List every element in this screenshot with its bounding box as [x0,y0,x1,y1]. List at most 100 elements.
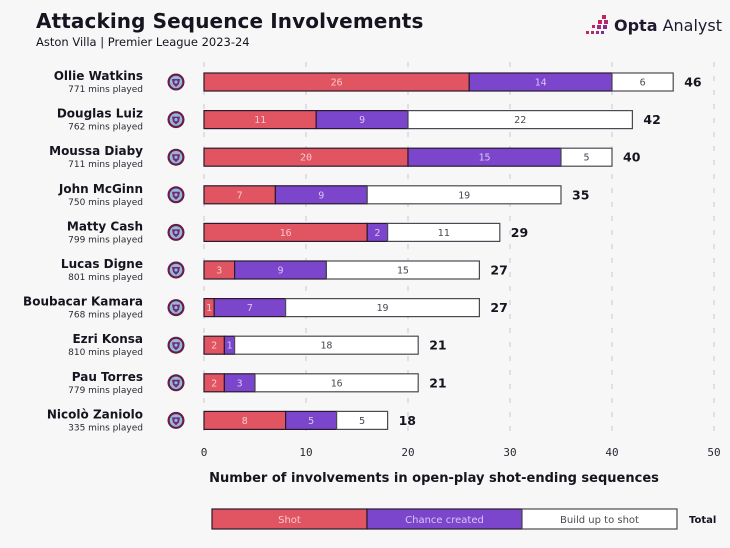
segment-value-label: 5 [359,416,365,427]
total-value-label: 40 [623,150,641,165]
player-row: Moussa Diaby 711 mins played 20 15 5 40 [49,144,641,170]
x-tick-label: 20 [401,446,414,459]
minutes-played: 768 mins played [68,311,143,321]
player-row: John McGinn 750 mins played 7 9 19 35 [58,182,589,208]
player-name: Lucas Digne [61,257,143,271]
aston-villa-badge-icon [167,186,185,204]
segment-value-label: 5 [583,153,589,164]
total-value-label: 42 [643,112,660,127]
player-row: Boubacar Kamara 768 mins played 1 7 19 27 [23,295,508,321]
legend-swatch [521,508,678,530]
player-name: John McGinn [58,182,143,196]
total-value-label: 27 [490,300,507,315]
opta-logo-icon [586,15,608,34]
player-name: Douglas Luiz [57,107,143,121]
player-row: Nicolò Zaniolo 335 mins played 8 5 5 18 [47,407,416,433]
minutes-played: 799 mins played [68,235,143,245]
segment-value-label: 9 [277,266,283,277]
chart-title: Attacking Sequence Involvements [36,9,424,33]
legend: Shot Chance created Build up to shot Total [211,508,716,530]
x-tick-label: 0 [201,446,208,459]
segment-value-label: 6 [640,78,646,89]
player-name: Pau Torres [72,370,143,384]
segment-value-label: 2 [211,341,217,352]
segment-value-label: 9 [359,115,365,126]
bar-segment-build-up-to-shot [387,222,501,242]
bar-segment-build-up-to-shot [611,72,674,92]
segment-value-label: 7 [247,303,253,314]
player-name: Ezri Konsa [72,332,143,346]
opta-analyst-wordmark: Opta Analyst [614,15,722,35]
player-row: Ollie Watkins 771 mins played 26 14 6 46 [54,69,702,95]
minutes-played: 771 mins played [68,85,143,95]
aston-villa-badge-icon [167,411,185,429]
segment-value-label: 3 [237,378,243,389]
player-row: Douglas Luiz 762 mins played 11 9 22 42 [57,107,661,133]
aston-villa-badge-icon [167,111,185,129]
segment-value-label: 2 [211,378,217,389]
total-value-label: 18 [399,413,416,428]
opta-analyst-logo: Opta Analyst [584,14,722,36]
segment-value-label: 14 [535,78,547,89]
segment-value-label: 8 [242,416,248,427]
segment-value-label: 5 [308,416,314,427]
aston-villa-badge-icon [167,336,185,354]
player-name: Matty Cash [67,219,143,233]
legend-label: Build up to shot [560,515,639,526]
player-row: Pau Torres 779 mins played 2 3 16 21 [68,370,446,396]
segment-value-label: 22 [514,115,526,126]
bar-segment-build-up-to-shot [336,410,389,430]
bar-segment-build-up-to-shot [407,109,633,130]
segment-value-label: 15 [478,153,490,164]
bar-segment-build-up-to-shot [366,185,562,205]
x-axis-label: Number of involvements in open-play shot… [209,471,659,486]
segment-value-label: 1 [226,341,232,352]
bar-segment-build-up-to-shot [234,335,419,355]
bar-segment-build-up-to-shot [325,260,480,280]
player-name: Moussa Diaby [49,144,143,158]
player-name: Nicolò Zaniolo [47,407,143,421]
player-name: Ollie Watkins [54,69,143,83]
legend-label: Shot [278,515,301,526]
segment-value-label: 16 [280,228,292,239]
segment-value-label: 19 [376,303,388,314]
minutes-played: 762 mins played [68,123,143,133]
aston-villa-badge-icon [167,223,185,241]
minutes-played: 801 mins played [68,273,143,283]
aston-villa-badge-icon [167,73,185,91]
legend-total-label: Total [689,515,716,526]
chart-subtitle: Aston Villa | Premier League 2023-24 [36,35,250,49]
segment-value-label: 26 [331,78,343,89]
minutes-played: 335 mins played [68,423,143,433]
bar-segment-build-up-to-shot [285,298,481,318]
segment-value-label: 7 [237,190,243,201]
total-value-label: 21 [429,375,446,390]
segment-value-label: 11 [254,115,266,126]
aston-villa-badge-icon [167,148,185,166]
segment-value-label: 2 [374,228,380,239]
segment-value-label: 3 [216,266,222,277]
x-tick-label: 50 [707,446,720,459]
total-value-label: 35 [572,187,589,202]
player-row: Ezri Konsa 810 mins played 2 1 18 21 [68,332,446,358]
aston-villa-badge-icon [167,374,185,392]
minutes-played: 779 mins played [68,386,143,396]
total-value-label: 21 [429,338,446,353]
player-name: Boubacar Kamara [23,295,143,309]
total-value-label: 29 [511,225,528,240]
segment-value-label: 9 [318,190,324,201]
x-tick-label: 30 [503,446,516,459]
bar-segment-build-up-to-shot [560,147,613,167]
minutes-played: 810 mins played [68,348,143,358]
segment-value-label: 18 [320,341,332,352]
minutes-played: 711 mins played [68,160,143,170]
player-row: Lucas Digne 801 mins played 3 9 15 27 [61,257,508,283]
legend-label: Chance created [405,515,484,526]
aston-villa-badge-icon [167,261,185,279]
segment-value-label: 20 [300,153,312,164]
total-value-label: 27 [490,263,507,278]
bar-segment-build-up-to-shot [254,373,419,393]
minutes-played: 750 mins played [68,198,143,208]
segment-value-label: 15 [397,266,409,277]
